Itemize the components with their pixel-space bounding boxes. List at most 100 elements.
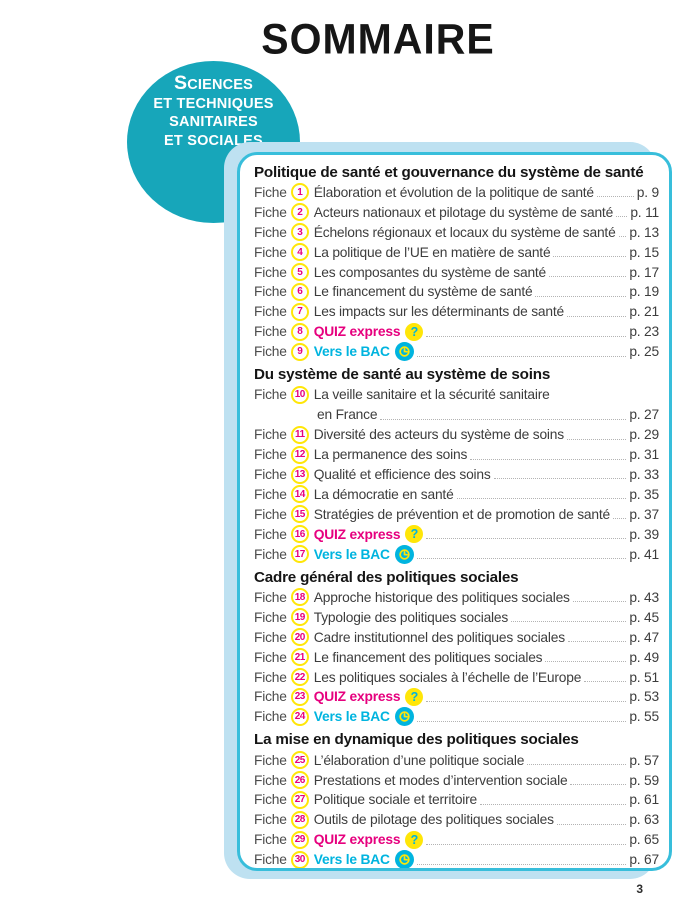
- subject-badge-line: SANITAIRES: [169, 114, 258, 130]
- fiche-label: Fiche: [254, 427, 287, 443]
- fiche-title: Prestations et modes d’intervention soci…: [313, 772, 568, 788]
- fiche-number-badge: 11: [290, 425, 309, 444]
- toc-item-fiche-9: Fiche 9 Vers le BAC p. 25: [254, 342, 659, 362]
- dotted-leader: [426, 700, 627, 702]
- fiche-label: Fiche: [254, 244, 287, 260]
- fiche-label: Fiche: [254, 284, 287, 300]
- page-title: SOMMAIRE: [261, 15, 495, 63]
- toc-item-fiche-24: Fiche 24 Vers le BAC p. 55: [254, 707, 659, 727]
- dotted-leader: [426, 843, 627, 845]
- fiche-page-number: p. 45: [629, 609, 659, 625]
- fiche-label: Fiche: [254, 689, 287, 705]
- fiche-number-badge: 29: [290, 830, 309, 849]
- dotted-leader: [612, 518, 627, 520]
- fiche-title: Élaboration et évolution de la politique…: [313, 184, 594, 200]
- fiche-title: QUIZ express: [313, 526, 401, 542]
- subject-badge-line: ET TECHNIQUES: [153, 95, 274, 112]
- dotted-leader: [549, 275, 627, 277]
- toc-item-fiche-25: Fiche 25 L’élaboration d’une politique soc…: [254, 750, 659, 770]
- toc-item-fiche-3: Fiche 3 Échelons régionaux et locaux du sy…: [254, 222, 659, 242]
- fiche-title: Acteurs nationaux et pilotage du système…: [313, 204, 614, 220]
- toc-item-fiche-28: Fiche 28 Outils de pilotage des politiques…: [254, 810, 659, 830]
- fiche-page-number: p. 25: [629, 344, 659, 360]
- fiche-label: Fiche: [254, 264, 287, 280]
- fiche-number-badge: 24: [290, 707, 309, 726]
- fiche-number-badge: 19: [290, 608, 309, 627]
- toc-item-fiche-21: Fiche 21 Le financement des politiques soc…: [254, 647, 659, 667]
- fiche-label: Fiche: [254, 387, 287, 403]
- fiche-page-number: p. 59: [629, 772, 659, 788]
- toc-item-fiche-7: Fiche 7 Les impacts sur les déterminants d…: [254, 302, 659, 322]
- fiche-title-continued: en France: [317, 407, 378, 423]
- fiche-label: Fiche: [254, 589, 287, 605]
- fiche-number-badge: 21: [290, 648, 309, 667]
- toc-item-fiche-11: Fiche 11 Diversité des acteurs du système …: [254, 425, 659, 445]
- toc-item-fiche-16: Fiche 16 QUIZ express? p. 39: [254, 524, 659, 544]
- clock-glyph: [399, 854, 410, 865]
- fiche-label: Fiche: [254, 344, 287, 360]
- dotted-leader: [416, 355, 627, 357]
- fiche-page-number: p. 67: [629, 852, 659, 868]
- dotted-leader: [527, 764, 627, 766]
- clock-glyph: [399, 346, 410, 357]
- fiche-page-number: p. 61: [629, 792, 659, 808]
- fiche-number-badge: 10: [290, 385, 309, 404]
- toc-item-fiche-29: Fiche 29 QUIZ express? p. 65: [254, 830, 659, 850]
- fiche-page-number: p. 49: [629, 649, 659, 665]
- fiche-title: La permanence des soins: [313, 447, 468, 463]
- clock-glyph: [399, 548, 410, 560]
- dotted-leader: [545, 661, 627, 663]
- toc-item-fiche-1: Fiche 1 Élaboration et évolution de la pol…: [254, 183, 659, 203]
- fiche-page-number: p. 29: [629, 427, 659, 443]
- dotted-leader: [456, 498, 627, 500]
- fiche-number-badge: 25: [290, 751, 309, 770]
- fiche-page-number: p. 19: [629, 284, 659, 300]
- bac-clock-icon: [394, 707, 414, 727]
- fiche-label: Fiche: [254, 772, 287, 788]
- toc-card: Politique de santé et gouvernance du sys…: [237, 152, 672, 871]
- fiche-title: Vers le BAC: [313, 709, 390, 725]
- fiche-number-badge: 26: [290, 771, 309, 790]
- toc-item-fiche-13: Fiche 13 Qualité et efficience des soins p.…: [254, 465, 659, 485]
- fiche-title: La veille sanitaire et la sécurité sanit…: [313, 387, 550, 403]
- toc-item-fiche-19: Fiche 19 Typologie des politiques sociales…: [254, 607, 659, 627]
- dotted-leader: [567, 641, 627, 643]
- fiche-title: L’élaboration d’une politique sociale: [313, 752, 525, 768]
- fiche-number-badge: 16: [290, 525, 309, 544]
- fiche-label: Fiche: [254, 184, 287, 200]
- toc-item-fiche-6: Fiche 6 Le financement du système de santé…: [254, 282, 659, 302]
- fiche-label: Fiche: [254, 486, 287, 502]
- dotted-leader: [570, 784, 627, 786]
- fiche-title: Le financement du système de santé: [313, 284, 533, 300]
- toc-item-fiche-20: Fiche 20 Cadre institutionnel des politiqu…: [254, 627, 659, 647]
- fiche-label: Fiche: [254, 447, 287, 463]
- fiche-page-number: p. 65: [629, 832, 659, 848]
- fiche-number-badge: 13: [290, 465, 309, 484]
- fiche-page-number: p. 21: [629, 304, 659, 320]
- fiche-label: Fiche: [254, 792, 287, 808]
- fiche-number-badge: 5: [290, 263, 309, 281]
- dotted-leader: [416, 720, 627, 722]
- quiz-question-icon: ?: [405, 525, 424, 544]
- dotted-leader: [616, 216, 628, 218]
- dotted-leader: [553, 256, 627, 258]
- fiche-number-badge: 23: [290, 687, 309, 706]
- dotted-leader: [596, 196, 634, 198]
- fiche-page-number: p. 39: [629, 526, 659, 542]
- fiche-number-badge: 12: [290, 445, 309, 464]
- toc-item-fiche-26: Fiche 26 Prestations et modes d’interventi…: [254, 770, 659, 790]
- fiche-title: La démocratie en santé: [313, 486, 454, 502]
- fiche-page-number: p. 23: [629, 324, 659, 340]
- toc-item-fiche-4: Fiche 4 La politique de l’UE en matière de…: [254, 242, 659, 262]
- fiche-label: Fiche: [254, 649, 287, 665]
- fiche-page-number: p. 47: [629, 629, 659, 645]
- fiche-number-badge: 14: [290, 485, 309, 504]
- fiche-title: Outils de pilotage des politiques social…: [313, 812, 554, 828]
- fiche-title: Vers le BAC: [313, 852, 390, 868]
- fiche-title: La politique de l’UE en matière de santé: [313, 244, 551, 260]
- fiche-page-number: p. 13: [629, 224, 659, 240]
- fiche-title: Typologie des politiques sociales: [313, 609, 509, 625]
- fiche-number-badge: 6: [290, 282, 309, 301]
- fiche-label: Fiche: [254, 852, 287, 868]
- fiche-label: Fiche: [254, 832, 287, 848]
